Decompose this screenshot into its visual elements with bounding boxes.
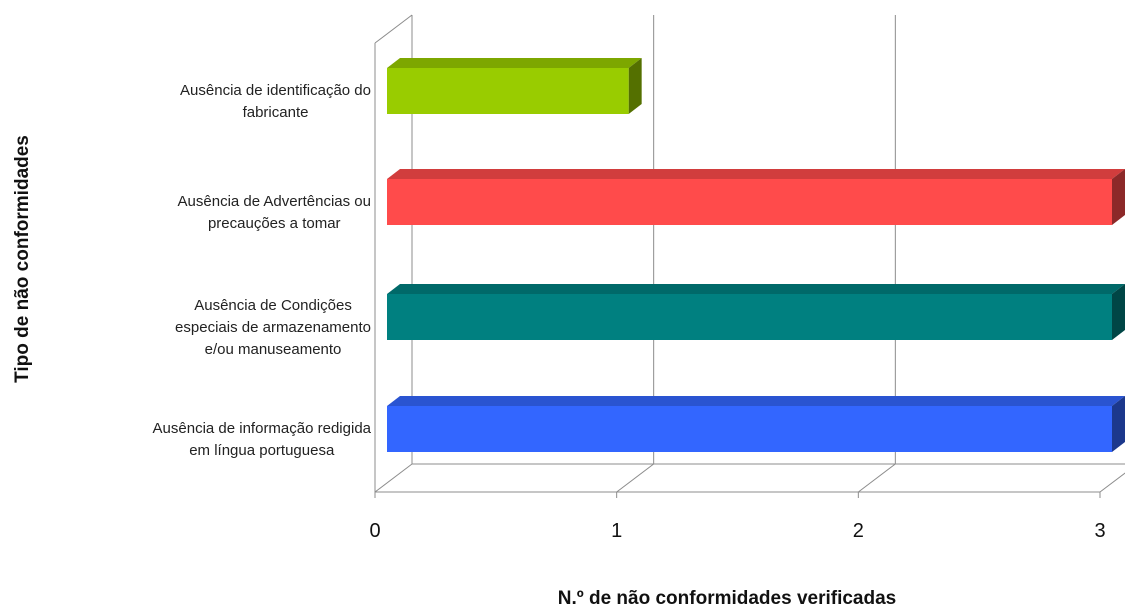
bar-top-face: [387, 284, 1125, 294]
chart-grid: [374, 14, 1125, 498]
bar-end-face: [1112, 396, 1125, 452]
x-tick-label: 1: [611, 520, 622, 542]
floor-gridline: [858, 463, 896, 493]
bar: [387, 396, 1125, 452]
floor-gridline: [1099, 472, 1125, 493]
x-axis-title: N.º de não conformidades verificadas: [558, 588, 896, 607]
bar-top-face: [387, 58, 642, 68]
bar-front-face: [387, 294, 1112, 340]
bar-front-face: [387, 68, 629, 114]
floor-gridline: [616, 463, 654, 493]
bar-end-face: [628, 58, 642, 114]
bar: [387, 169, 1125, 225]
chart-bars: [387, 58, 1125, 452]
x-tick-label: 3: [1094, 520, 1105, 542]
bar-end-face: [1112, 284, 1125, 340]
floor-gridline: [374, 463, 413, 493]
bar: [387, 58, 642, 114]
category-labels: Ausência de identificação do fabricante Au…: [153, 82, 372, 459]
category-label: Ausência de informação redigida em língua…: [153, 420, 372, 459]
bar: [387, 284, 1125, 340]
x-tick-label: 2: [853, 520, 864, 542]
category-label: Ausência de identificação do fabricante: [180, 82, 371, 121]
y-axis-title: Tipo de não conformidades: [12, 135, 33, 383]
bar-front-face: [387, 406, 1112, 452]
bar-end-face: [1112, 169, 1125, 225]
category-label: Ausência de Condições especiais de armaze…: [175, 297, 371, 358]
bar-top-face: [387, 169, 1125, 179]
side-wall-top-edge: [374, 14, 413, 44]
bar-front-face: [387, 179, 1112, 225]
x-tick-label: 0: [369, 520, 380, 542]
x-tick-labels: 0 1 2 3: [369, 520, 1105, 542]
category-label: Ausência de Advertências ou precauções a …: [178, 193, 371, 232]
bar-top-face: [387, 396, 1125, 406]
